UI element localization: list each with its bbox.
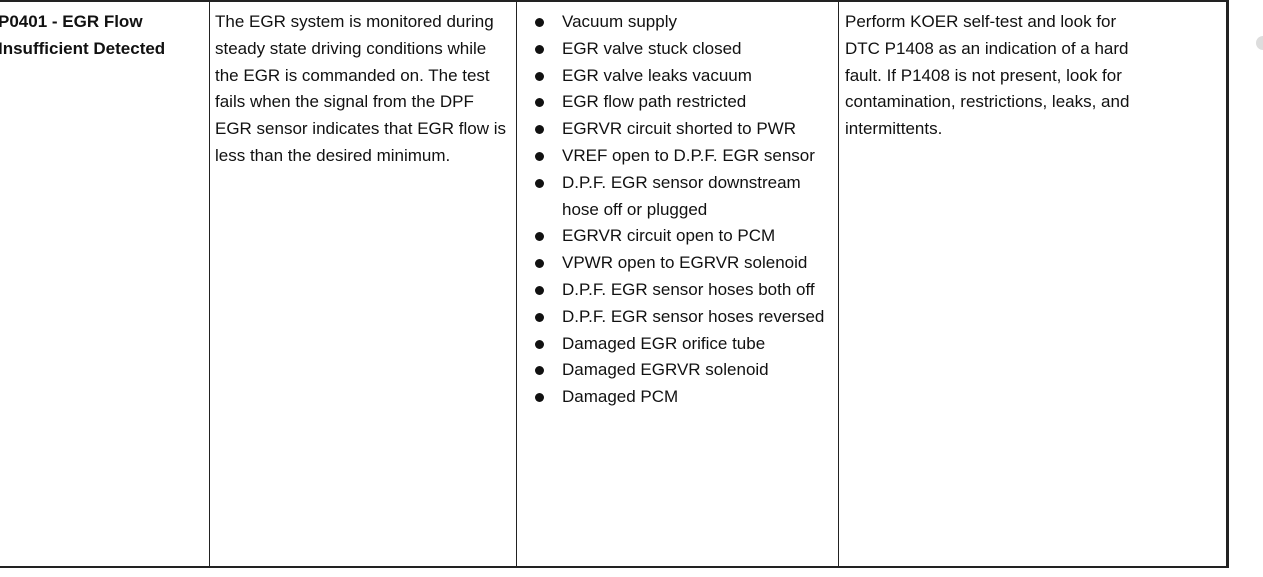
cause-item: VREF open to D.P.F. EGR sensor [516,143,826,170]
cause-item: Damaged PCM [516,384,826,411]
right-border [1226,0,1229,568]
column-divider [516,0,517,568]
cause-item: D.P.F. EGR sensor hoses both off [516,277,826,304]
cause-item: EGRVR circuit shorted to PWR [516,116,826,143]
cause-item: EGR flow path restricted [516,89,826,116]
monitor-description: The EGR system is monitored during stead… [215,12,507,165]
diagnostic-aids: Perform KOER self-test and look for DTC … [845,12,1130,139]
column-divider [838,0,839,568]
cause-item: Vacuum supply [516,9,826,36]
possible-causes: Vacuum supply EGR valve stuck closed EGR v… [516,9,826,411]
cause-item: Damaged EGR orifice tube [516,331,826,358]
page-edge-mark [1256,36,1263,50]
cause-item: EGR valve leaks vacuum [516,63,826,90]
cause-item: D.P.F. EGR sensor hoses reversed [516,304,826,331]
bottom-border [0,566,1229,568]
cause-item: Damaged EGRVR solenoid [516,357,826,384]
top-border [0,0,1229,2]
column-divider [209,0,210,568]
cause-list: Vacuum supply EGR valve stuck closed EGR v… [516,9,826,411]
cause-item: D.P.F. EGR sensor downstream hose off or… [516,170,826,224]
cause-item: EGRVR circuit open to PCM [516,223,826,250]
cause-item: VPWR open to EGRVR solenoid [516,250,826,277]
cause-item: EGR valve stuck closed [516,36,826,63]
dtc-code: P0401 - EGR Flow Insufficient Detected [0,12,166,58]
